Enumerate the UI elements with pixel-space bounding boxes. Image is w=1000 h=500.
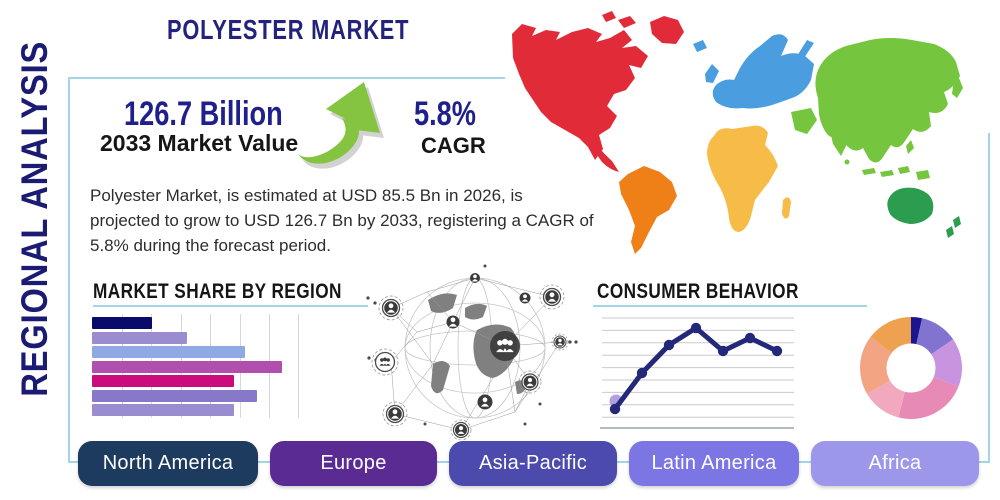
- region-button-asia-pacific[interactable]: Asia-Pacific: [449, 441, 617, 486]
- market-share-heading: MARKET SHARE BY REGION: [93, 280, 342, 303]
- line-point-2: [636, 367, 648, 379]
- person-node-icon: [378, 295, 404, 321]
- line-point-7: [771, 345, 783, 357]
- person-node-icon: [518, 370, 542, 394]
- market-share-bar-1: [92, 317, 152, 329]
- map-region-south-america: [619, 166, 677, 254]
- consumer-behavior-underline: [593, 305, 867, 307]
- donut-segment-4: [898, 377, 959, 419]
- panel-border-right: [988, 133, 990, 463]
- network-ring-nodes: [371, 284, 569, 440]
- market-share-underline: [93, 305, 368, 307]
- region-button-latin-america[interactable]: Latin America: [629, 441, 799, 486]
- donut-segment-5: [867, 380, 905, 418]
- market-share-bar-chart: [92, 317, 282, 419]
- line-point-6: [744, 332, 756, 344]
- market-share-bar-4: [92, 360, 282, 373]
- market-value-stat: 126.7 Billion: [124, 95, 283, 133]
- person-node-icon: [551, 333, 569, 351]
- bar-gridline-7: [298, 314, 299, 418]
- region-button-africa[interactable]: Africa: [811, 441, 979, 486]
- map-region-europe: [693, 34, 814, 109]
- donut-segment-2: [916, 318, 954, 355]
- market-share-bar-5: [92, 375, 234, 387]
- map-region-north-america: [512, 11, 684, 172]
- market-value-label: 2033 Market Value: [100, 130, 299, 156]
- region-button-row: North America Europe Asia-Pacific Latin Ame…: [78, 441, 979, 486]
- people-node-icon: [371, 348, 399, 376]
- side-label-regional-analysis: REGIONAL ANALYSIS: [14, 40, 55, 397]
- network-dots: [366, 264, 578, 426]
- line-point-5: [717, 345, 729, 357]
- line-point-3: [663, 339, 675, 351]
- person-node-icon: [450, 419, 472, 440]
- network-mesh-lines: [390, 277, 561, 431]
- donut-segment-3: [931, 339, 962, 387]
- cagr-label: CAGR: [421, 133, 486, 158]
- world-map: [512, 11, 963, 254]
- region-share-donut-chart: [860, 317, 962, 419]
- panel-border-top: [68, 77, 505, 79]
- market-share-bar-2: [92, 331, 187, 344]
- map-region-asia: [791, 38, 963, 180]
- arrow-head: [326, 82, 380, 133]
- donut-segment-6: [860, 336, 892, 394]
- donut-segment-1: [911, 317, 923, 345]
- arrow-tail: [298, 118, 360, 164]
- panel-border-left: [68, 77, 70, 463]
- donut-segment-7: [870, 317, 911, 353]
- global-network-globe-graphic: [366, 264, 578, 440]
- map-region-oceania: [887, 187, 961, 238]
- growth-arrow-icon: [298, 82, 384, 169]
- page-title: POLYESTER MARKET: [167, 14, 410, 45]
- map-region-africa: [707, 125, 791, 232]
- cagr-stat: 5.8%: [414, 95, 476, 133]
- globe-surface-person-icons: [446, 273, 531, 410]
- line-point-4: [690, 322, 702, 334]
- person-node-icon: [382, 401, 408, 427]
- consumer-behavior-heading: CONSUMER BEHAVIOR: [597, 280, 799, 303]
- market-share-bar-3: [92, 346, 245, 358]
- region-button-north-america[interactable]: North America: [78, 441, 258, 486]
- consumer-behavior-line-chart: [600, 317, 794, 429]
- person-node-icon: [539, 284, 565, 310]
- market-share-bar-6: [92, 389, 257, 402]
- line-point-1: [609, 403, 621, 415]
- market-share-bar-7: [92, 404, 234, 416]
- region-button-europe[interactable]: Europe: [270, 441, 437, 486]
- market-description: Polyester Market, is estimated at USD 85…: [90, 186, 594, 255]
